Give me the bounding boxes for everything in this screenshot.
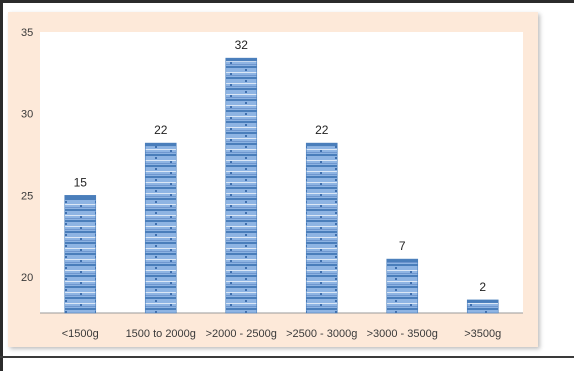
data-label: 32: [235, 38, 249, 52]
bar-top-edge: [467, 299, 499, 303]
y-tick-label: 35: [21, 27, 33, 39]
x-tick-label: >2500 - 3000g: [286, 328, 357, 340]
y-tick-label: 25: [21, 190, 33, 202]
bar: [305, 142, 338, 314]
bar: [386, 258, 419, 314]
data-label: 22: [315, 123, 329, 137]
bar-top-edge: [386, 259, 418, 263]
y-tick-label: 20: [21, 272, 33, 284]
y-tick-label: 30: [21, 109, 33, 121]
x-tick-label: <1500g: [62, 328, 99, 340]
bar: [144, 142, 177, 314]
data-label: 7: [399, 239, 406, 253]
x-tick-label: 1500 to 2000g: [126, 328, 196, 340]
bottom-divider: [0, 356, 574, 358]
bar-top-edge: [64, 195, 96, 199]
bar: [64, 195, 97, 314]
data-label: 2: [479, 280, 486, 294]
x-tick-label: >3000 - 3500g: [367, 328, 438, 340]
data-label: 15: [74, 175, 88, 189]
bar-top-edge: [306, 143, 338, 147]
plot-area: [40, 32, 523, 313]
x-tick-label: >3500g: [464, 328, 501, 340]
x-tick-label: >2000 - 2500g: [206, 328, 277, 340]
bar-top-edge: [145, 143, 177, 147]
bar: [225, 57, 258, 314]
bar-top-edge: [225, 58, 257, 62]
data-label: 22: [154, 123, 168, 137]
